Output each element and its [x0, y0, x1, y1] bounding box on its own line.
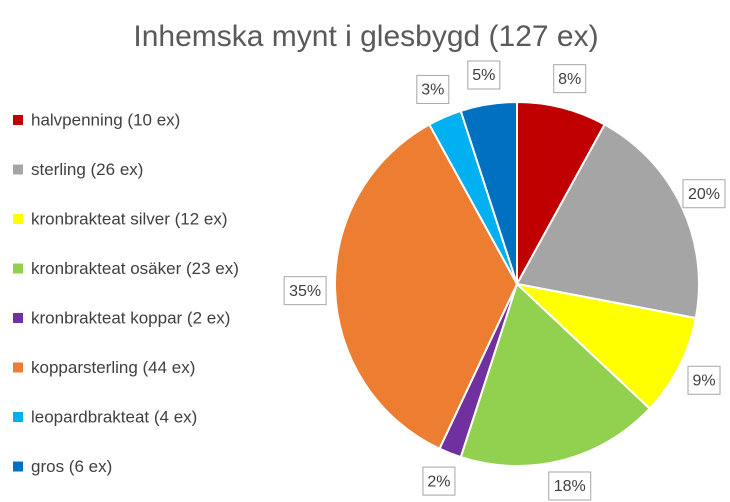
legend-swatch — [13, 461, 23, 472]
data-label: 8% — [558, 71, 581, 88]
label-box — [416, 74, 450, 104]
label-box — [682, 179, 726, 209]
label-box — [687, 365, 721, 395]
legend-swatch — [13, 362, 23, 373]
legend-label: kronbrakteat koppar (2 ex) — [31, 308, 230, 327]
legend-swatch — [13, 263, 23, 274]
legend-label: sterling (26 ex) — [31, 160, 143, 179]
pie-slice — [516, 100, 607, 285]
pie-slice — [334, 123, 519, 451]
pie-slice — [459, 282, 652, 467]
legend-label: kopparsterling (44 ex) — [31, 358, 195, 377]
legend-swatch — [13, 115, 23, 125]
label-box — [553, 64, 587, 94]
legend-label: kronbrakteat osäker (23 ex) — [31, 259, 239, 278]
label-box — [283, 276, 327, 306]
legend-swatch — [13, 412, 23, 422]
data-label: 18% — [554, 478, 586, 495]
pie-slice — [515, 123, 700, 320]
label-box — [422, 466, 456, 496]
pie-slice — [459, 100, 518, 285]
pie-slice — [513, 282, 697, 411]
legend-swatch — [13, 313, 23, 323]
data-label: 3% — [421, 82, 444, 99]
chart-title: Inhemska mynt i glesbygd (127 ex) — [133, 20, 598, 53]
legend-label: halvpenning (10 ex) — [31, 110, 180, 129]
data-label: 35% — [289, 283, 321, 300]
legend-label: kronbrakteat silver (12 ex) — [31, 209, 228, 228]
data-label: 2% — [427, 473, 450, 490]
label-box — [548, 471, 592, 501]
legend-label: gros (6 ex) — [31, 457, 112, 476]
data-label: 9% — [692, 372, 715, 389]
legend-swatch — [13, 214, 23, 224]
data-label: 5% — [472, 67, 495, 84]
label-box — [467, 60, 501, 90]
legend-swatch — [13, 164, 23, 175]
data-label: 20% — [688, 186, 720, 203]
legend-label: leopardbrakteat (4 ex) — [31, 407, 197, 426]
